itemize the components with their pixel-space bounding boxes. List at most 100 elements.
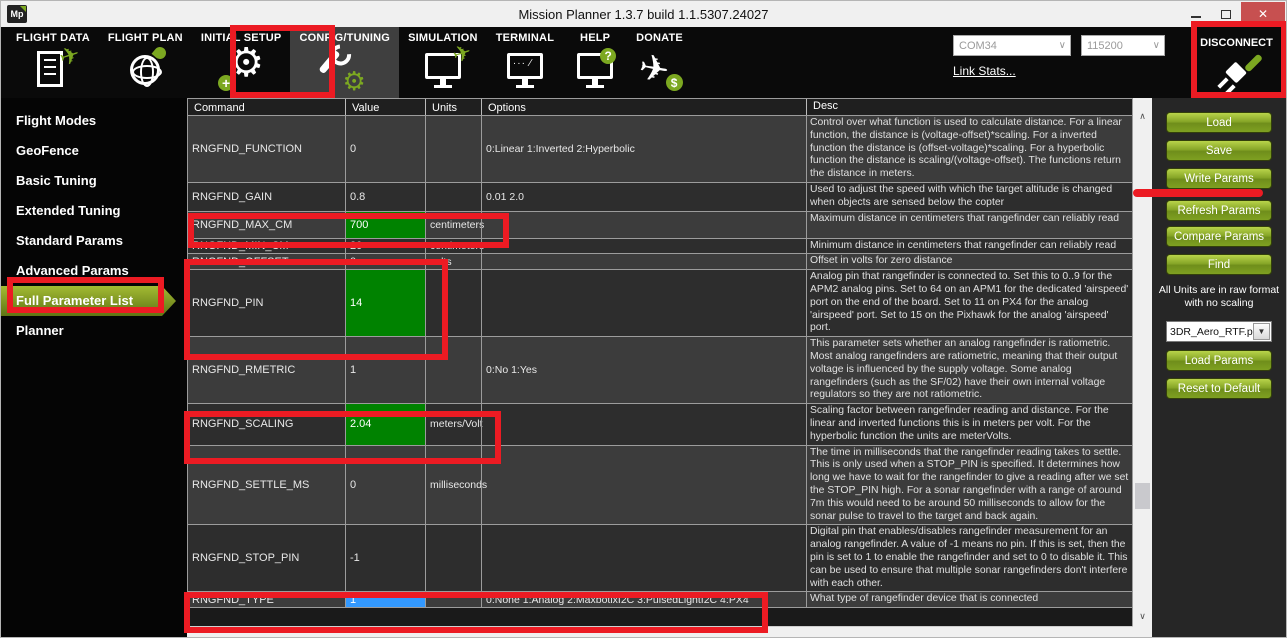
param-command[interactable]: RNGFND_SCALING <box>192 418 294 431</box>
param-command[interactable]: RNGFND_STOP_PIN <box>192 552 300 565</box>
param-desc: Scaling factor between rangefinder readi… <box>806 404 1132 445</box>
param-units: centimeters <box>425 238 484 254</box>
tab-donate[interactable]: DONATE ✈ $ <box>635 32 683 92</box>
titlebar: Mp Mission Planner 1.3.7 build 1.1.5307.… <box>1 1 1286 27</box>
table-row: RNGFND_OFFSET 0 volts Offset in volts fo… <box>188 254 1132 271</box>
param-value[interactable]: 0 <box>345 116 425 182</box>
window-minimize-button[interactable] <box>1181 3 1211 25</box>
save-button[interactable]: Save <box>1166 140 1272 161</box>
table-row: RNGFND_GAIN 0.8 0.01 2.0 Used to adjust … <box>188 182 1132 212</box>
param-value[interactable]: 20 <box>345 238 425 254</box>
header-command[interactable]: Command <box>194 101 245 114</box>
tab-terminal[interactable]: TERMINAL ··· ∕ <box>487 27 563 98</box>
param-units <box>425 182 481 211</box>
gear-plus-icon: ⚙ + <box>218 43 264 93</box>
param-value[interactable]: 0 <box>345 254 425 270</box>
header-options[interactable]: Options <box>481 99 806 115</box>
link-stats-link[interactable]: Link Stats... <box>953 64 1016 78</box>
table-row: RNGFND_MIN_CM 20 centimeters Minimum dis… <box>188 238 1132 255</box>
param-units <box>425 116 481 182</box>
tab-flight-plan[interactable]: FLIGHT PLAN <box>99 27 192 98</box>
preset-dropdown[interactable]: 3DR_Aero_RTF.p ▼ <box>1166 321 1272 342</box>
param-command[interactable]: RNGFND_MAX_CM <box>192 218 293 231</box>
compare-params-button[interactable]: Compare Params <box>1166 226 1272 247</box>
param-command[interactable]: RNGFND_TYPE <box>192 593 274 606</box>
table-row: RNGFND_MAX_CM 700 centimeters Maximum di… <box>188 211 1132 239</box>
sidebar-item-planner[interactable]: Planner <box>16 323 64 338</box>
param-value[interactable]: 0.8 <box>345 182 425 211</box>
param-table-body: RNGFND_FUNCTION 0 0:Linear 1:Inverted 2:… <box>188 116 1132 609</box>
plug-icon <box>1215 53 1263 96</box>
scroll-up-arrow-icon[interactable]: ∧ <box>1139 111 1146 121</box>
param-command[interactable]: RNGFND_GAIN <box>192 190 273 203</box>
param-command[interactable]: RNGFND_OFFSET <box>192 255 289 268</box>
param-value[interactable]: 700 <box>345 211 425 238</box>
param-command[interactable]: RNGFND_RMETRIC <box>192 364 296 377</box>
window-maximize-button[interactable] <box>1211 3 1241 25</box>
param-value[interactable]: 0 <box>345 445 425 525</box>
refresh-params-button[interactable]: Refresh Params <box>1166 200 1272 221</box>
top-menu-bar: FLIGHT DATA ✈ FLIGHT PLAN INITIAL SETUP … <box>1 27 1286 98</box>
chevron-down-icon: ▼ <box>1253 323 1270 340</box>
scrollbar-thumb[interactable] <box>1135 483 1150 509</box>
param-command[interactable]: RNGFND_SETTLE_MS <box>192 478 310 491</box>
flight-data-icon: ✈ <box>30 41 83 93</box>
chevron-down-icon: ∨ <box>1058 40 1066 51</box>
sidebar-item-flight-modes[interactable]: Flight Modes <box>16 113 97 128</box>
param-options <box>481 254 806 270</box>
param-command[interactable]: RNGFND_FUNCTION <box>192 142 302 155</box>
tab-initial-setup[interactable]: INITIAL SETUP ⚙ + <box>200 32 282 93</box>
monitor-plane-icon: ✈ <box>420 39 475 93</box>
window-close-button[interactable]: ✕ <box>1241 2 1285 26</box>
param-value[interactable]: 1 <box>345 337 425 404</box>
tab-simulation[interactable]: SIMULATION ✈ <box>399 27 487 98</box>
param-command[interactable]: RNGFND_MIN_CM <box>192 239 289 252</box>
load-params-button[interactable]: Load Params <box>1166 350 1272 371</box>
disconnect-button[interactable]: DISCONNECT <box>1189 27 1284 98</box>
sidebar-item-extended-tuning[interactable]: Extended Tuning <box>16 203 121 218</box>
sidebar-item-advanced-params[interactable]: Advanced Params <box>16 263 129 278</box>
table-row: RNGFND_RMETRIC 1 0:No 1:Yes This paramet… <box>188 337 1132 405</box>
param-command[interactable]: RNGFND_PIN <box>192 297 264 310</box>
tab-help[interactable]: HELP ? <box>563 27 627 98</box>
header-desc[interactable]: Desc <box>806 99 1132 115</box>
table-row: RNGFND_TYPE 1 0:None 1:Analog 2:Maxbotix… <box>188 592 1132 609</box>
params-action-panel: Load Save Write Params Refresh Params Co… <box>1152 98 1286 637</box>
baud-rate-select[interactable]: 115200 ∨ <box>1081 35 1165 56</box>
vertical-scrollbar[interactable]: ∧ ∨ <box>1133 98 1152 637</box>
param-desc: Digital pin that enables/disables rangef… <box>806 525 1132 592</box>
find-button[interactable]: Find <box>1166 254 1272 275</box>
header-value[interactable]: Value <box>345 99 425 115</box>
param-desc: Control over what function is used to ca… <box>806 116 1132 182</box>
param-units: meters/Volt <box>425 404 483 445</box>
com-port-select[interactable]: COM34 ∨ <box>953 35 1071 56</box>
param-units <box>425 337 481 404</box>
param-value[interactable]: 14 <box>345 270 425 337</box>
param-value[interactable]: -1 <box>345 525 425 592</box>
param-options: 0:None 1:Analog 2:MaxbotixI2C 3:PulsedLi… <box>481 592 806 608</box>
reset-to-default-button[interactable]: Reset to Default <box>1166 378 1272 399</box>
help-icon: ? <box>572 47 618 93</box>
app-icon: Mp <box>7 5 27 23</box>
param-desc: Analog pin that rangefinder is connected… <box>806 270 1132 337</box>
parameter-table: Command Value Units Options Desc RNGFND_… <box>187 98 1133 637</box>
param-value[interactable]: 2.04 <box>345 404 425 445</box>
param-options <box>481 445 806 525</box>
param-options: 0:No 1:Yes <box>481 337 806 404</box>
param-value[interactable]: 1 <box>345 592 425 608</box>
horizontal-scrollbar[interactable] <box>187 626 1133 637</box>
param-desc: Maximum distance in centimeters that ran… <box>806 211 1132 238</box>
write-params-button[interactable]: Write Params <box>1166 168 1272 189</box>
header-units[interactable]: Units <box>425 99 481 115</box>
sidebar-item-standard-params[interactable]: Standard Params <box>16 233 123 248</box>
param-desc: Minimum distance in centimeters that ran… <box>806 238 1132 254</box>
sidebar-item-basic-tuning[interactable]: Basic Tuning <box>16 173 97 188</box>
load-button[interactable]: Load <box>1166 112 1272 133</box>
tab-config-tuning[interactable]: CONFIG/TUNING ⚙ <box>290 27 400 98</box>
sidebar-item-geofence[interactable]: GeoFence <box>16 143 79 158</box>
param-options <box>481 270 806 337</box>
sidebar-item-full-parameter-list[interactable]: Full Parameter List <box>1 286 176 316</box>
tab-flight-data[interactable]: FLIGHT DATA ✈ <box>7 27 99 98</box>
scroll-down-arrow-icon[interactable]: ∨ <box>1139 611 1146 621</box>
